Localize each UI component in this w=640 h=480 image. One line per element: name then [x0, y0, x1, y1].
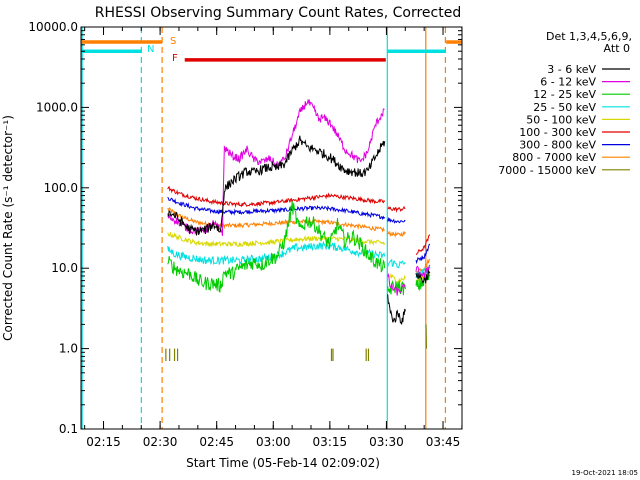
legend-item-label: 100 - 300 keV — [519, 126, 596, 139]
series-line — [167, 135, 386, 236]
series-line — [387, 205, 406, 213]
flag-label-f: F — [172, 53, 178, 64]
chart-title: RHESSI Observing Summary Count Rates, Co… — [95, 5, 461, 21]
legend-header: Det 1,3,4,5,6,9, — [546, 30, 632, 43]
legend-item-label: 6 - 12 keV — [540, 76, 596, 89]
legend-item-label: 3 - 6 keV — [547, 63, 596, 76]
x-tick-label: 02:30 — [143, 435, 178, 449]
series-line — [387, 272, 406, 283]
y-tick-label: 100.0 — [44, 181, 78, 195]
overlay-lines — [81, 27, 447, 429]
y-tick-label: 1.0 — [59, 342, 78, 356]
x-tick-label: 02:15 — [86, 435, 121, 449]
footer-timestamp: 19-Oct-2021 18:05 — [572, 469, 638, 477]
legend-item-label: 12 - 25 keV — [533, 88, 596, 101]
series-line — [167, 201, 386, 293]
flag-bars — [81, 40, 462, 62]
y-tick-label: 0.1 — [59, 422, 78, 436]
series-line — [387, 230, 406, 238]
series-line — [415, 264, 431, 278]
plot-frame — [80, 26, 463, 430]
series-line — [167, 196, 386, 221]
series-line — [415, 269, 431, 284]
y-axis-label: Corrected Count Rate (s⁻¹ detector⁻¹) — [1, 115, 15, 341]
series-line — [387, 294, 406, 325]
legend-item-label: 50 - 100 keV — [526, 113, 596, 126]
x-axis-label: Start Time (05-Feb-14 02:09:02) — [186, 456, 380, 470]
series-lines — [165, 98, 431, 362]
series-line — [415, 234, 431, 256]
x-tick-label: 03:00 — [256, 435, 291, 449]
series-line — [167, 185, 386, 209]
series-line — [387, 272, 406, 296]
series-line — [415, 243, 431, 265]
series-line — [387, 258, 406, 269]
series-line — [167, 206, 385, 233]
y-tick-label: 1000.0 — [36, 100, 78, 114]
y-tick-label: 10.0 — [51, 261, 78, 275]
x-tick-label: 03:15 — [313, 435, 348, 449]
series-line — [387, 216, 406, 224]
legend-item-label: 25 - 50 keV — [533, 101, 596, 114]
series-line — [387, 280, 406, 296]
flag-label-s: S — [170, 36, 176, 47]
x-tick-label: 03:30 — [369, 435, 404, 449]
series-line — [415, 258, 431, 273]
legend-item-label: 300 - 800 keV — [519, 139, 596, 152]
axes: 0.1 1.0 10.0 100.0 1000.0 10000.0 02:15 02:30 02… — [28, 20, 463, 449]
flag-label-n: N — [147, 44, 154, 55]
legend-item-label: 7000 - 15000 keV — [498, 164, 596, 177]
x-tick-label: 03:45 — [426, 435, 461, 449]
legend-subheader: Att 0 — [604, 42, 630, 55]
x-tick-label: 02:45 — [199, 435, 234, 449]
legend-item-label: 800 - 7000 keV — [512, 151, 596, 164]
y-tick-label: 10000.0 — [28, 20, 78, 34]
